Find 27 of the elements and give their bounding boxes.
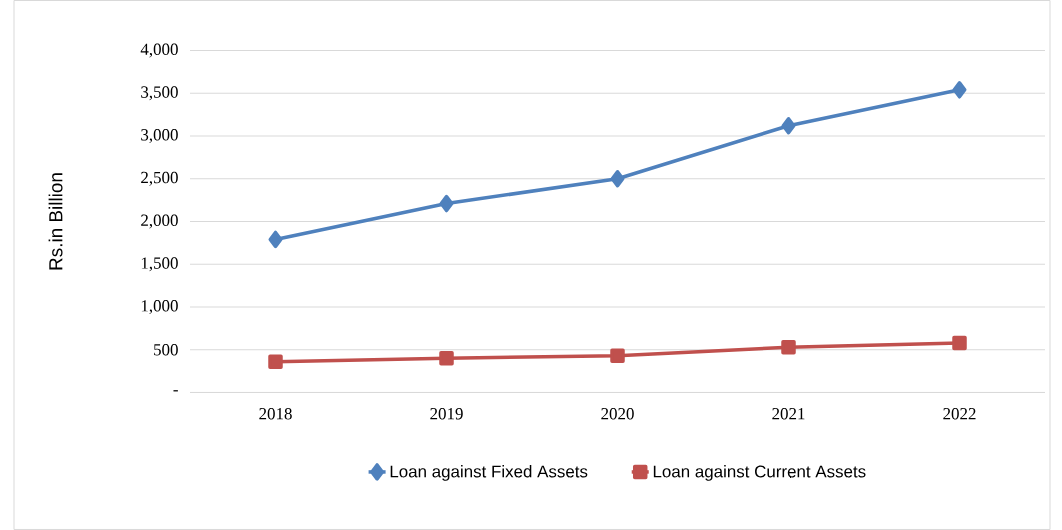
- point: [781, 116, 796, 135]
- x-tick-label: 2020: [601, 407, 634, 420]
- point: [610, 348, 625, 363]
- point: [952, 335, 967, 350]
- point: [610, 169, 625, 188]
- legend-label: Loan against Current Assets: [653, 464, 866, 481]
- y-tick-label: 2,000: [141, 214, 178, 229]
- point: [439, 350, 454, 366]
- point: [268, 354, 283, 369]
- point: [268, 230, 283, 248]
- point: [439, 194, 454, 213]
- y-tick-label: 4,000: [140, 43, 178, 58]
- y-tick-label: 500: [154, 343, 178, 356]
- x-tick-label: 2018: [259, 407, 292, 420]
- y-tick-label: -: [173, 389, 178, 392]
- x-tick-label: 2021: [772, 407, 805, 420]
- y-axis-title: Rs.in Billion: [48, 173, 63, 270]
- point: [952, 80, 967, 99]
- y-tick-label: 3,000: [141, 128, 178, 143]
- legend-label: Loan against Fixed Assets: [390, 464, 588, 481]
- x-tick-label: 2019: [430, 407, 463, 420]
- y-tick-label: 2,500: [141, 171, 178, 186]
- y-tick-label: 1,500: [141, 257, 178, 271]
- x-tick-label: 2022: [943, 407, 976, 420]
- point: [781, 339, 796, 355]
- y-tick-label: 3,500: [141, 86, 178, 100]
- y-tick-label: 1,000: [141, 299, 178, 314]
